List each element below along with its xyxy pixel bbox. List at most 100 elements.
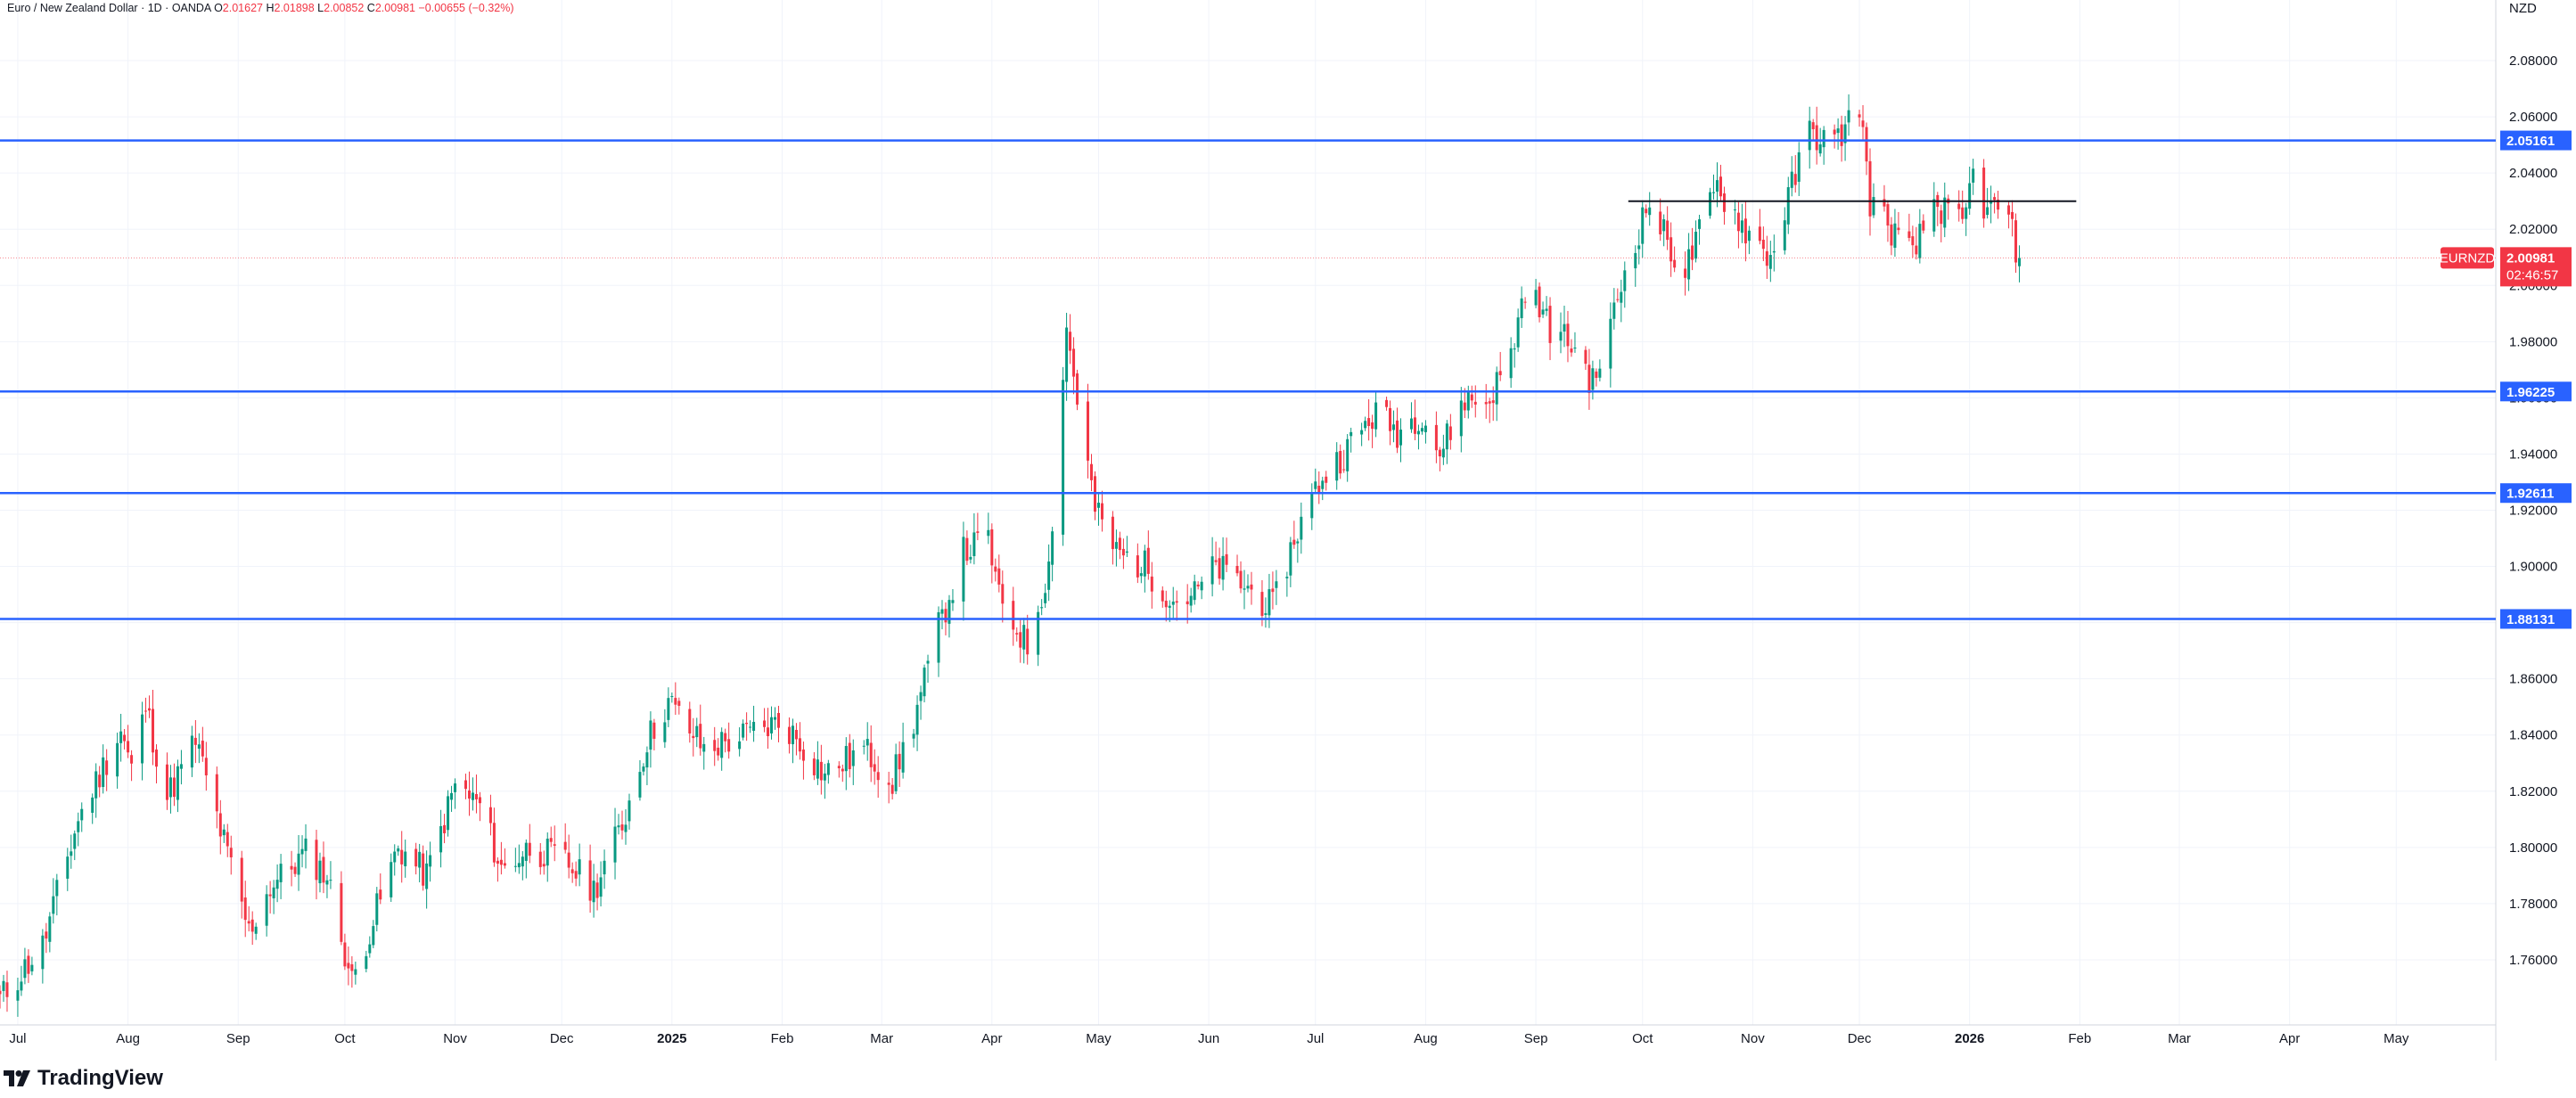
time-axis[interactable]: Jul Aug Sep Oct Nov Dec 2025 Feb Mar Apr May Jun Jul… — [9, 1031, 2409, 1046]
candle-body — [837, 766, 841, 769]
price-tag-price: 2.00981 — [2506, 250, 2555, 266]
candle-body — [1342, 469, 1346, 471]
candle-body — [2011, 211, 2014, 219]
candle-body — [322, 856, 325, 883]
candle-body — [1235, 565, 1239, 574]
candle-body — [1275, 581, 1278, 588]
candle-body — [770, 717, 774, 733]
candle-body — [1267, 589, 1271, 616]
candle-body — [1314, 481, 1317, 489]
time-tick-label: Sep — [226, 1031, 250, 1046]
candle-body — [1747, 230, 1751, 242]
horizontal-line-label-bg — [2500, 609, 2572, 629]
candle-body — [414, 848, 418, 867]
candle-body — [1221, 555, 1225, 580]
candle-body — [1868, 160, 1872, 217]
candle-body — [801, 750, 805, 761]
candle-body — [1150, 576, 1153, 592]
candle-body — [851, 750, 855, 766]
candle-body — [1772, 250, 1776, 253]
candle-body — [45, 931, 48, 939]
candle-body — [688, 709, 692, 733]
candle-body — [1441, 448, 1445, 458]
candle-body — [720, 732, 724, 758]
candle-body — [492, 823, 496, 863]
candle-body — [1765, 250, 1768, 266]
candle-body — [745, 722, 749, 725]
candle-body — [496, 860, 499, 864]
close-value: 2.00981 — [375, 2, 415, 14]
candle-body — [873, 764, 876, 772]
candle-body — [315, 840, 318, 881]
candle-body — [297, 853, 300, 875]
candle-body — [1498, 371, 1502, 375]
candle-body — [1786, 187, 1790, 225]
candle-body — [1385, 399, 1389, 407]
candle-body — [1445, 423, 1448, 450]
horizontal-lines-layer[interactable] — [0, 139, 2496, 620]
candle-body — [1513, 348, 1516, 350]
candle-body — [940, 609, 944, 614]
candle-body — [692, 735, 695, 739]
candle-body — [912, 733, 915, 739]
candle-body — [1733, 209, 1736, 211]
time-tick-label: May — [2383, 1031, 2409, 1046]
candle-body — [667, 698, 670, 720]
candle-body — [990, 529, 994, 566]
candle-body — [197, 744, 201, 750]
candle-body — [304, 838, 308, 851]
candle-body — [1364, 421, 1367, 429]
candle-body — [467, 790, 471, 799]
candle-body — [1310, 493, 1314, 519]
time-tick-label: Mar — [870, 1031, 893, 1046]
candle-body — [1114, 542, 1118, 549]
candle-body — [1047, 561, 1051, 590]
candle-body — [94, 771, 98, 799]
candle-body — [624, 824, 628, 832]
candle-body — [578, 859, 581, 875]
interval: 1D — [148, 2, 162, 14]
source: OANDA — [172, 2, 212, 14]
candle-body — [218, 813, 222, 837]
candle-body — [1968, 183, 1972, 209]
candle-body — [247, 921, 250, 924]
candle-body — [1797, 152, 1801, 182]
candle-body — [478, 797, 481, 804]
open-label: O — [214, 2, 223, 14]
candle-body — [275, 880, 279, 889]
price-tick-label: 1.94000 — [2509, 447, 2557, 462]
candle-body — [819, 761, 823, 781]
candle-body — [1335, 452, 1339, 481]
horizontal-line-label-bg — [2500, 483, 2572, 504]
candle-body — [1534, 290, 1538, 306]
candle-body — [1715, 180, 1719, 193]
time-tick-label: 2026 — [1955, 1031, 1984, 1046]
candle-body — [823, 773, 826, 781]
candle-body — [1997, 200, 2000, 210]
candle-body — [1761, 239, 1765, 250]
candle-body — [1570, 348, 1573, 353]
candle-body — [923, 668, 926, 697]
candle-body — [1698, 219, 1702, 229]
candle-body — [152, 709, 155, 753]
time-tick-label: Nov — [1741, 1031, 1765, 1046]
candle-body — [1022, 625, 1026, 650]
candle-body — [1260, 592, 1264, 617]
price-tick-label: 1.90000 — [2509, 560, 2557, 575]
time-tick-label: Dec — [1848, 1031, 1872, 1046]
candle-body — [148, 708, 152, 711]
candle-body — [474, 793, 478, 799]
candle-body — [1495, 372, 1498, 405]
candle-body — [570, 869, 574, 873]
candle-body — [713, 740, 717, 751]
candle-body — [290, 865, 293, 870]
candle-body — [1463, 402, 1466, 411]
candle-body — [1986, 207, 1989, 216]
price-axis[interactable]: 1.76000 1.78000 1.80000 1.82000 1.84000 1.860… — [2509, 53, 2557, 968]
candle-body — [5, 982, 9, 997]
candle-body — [1982, 168, 1986, 219]
time-tick-label: Feb — [771, 1031, 794, 1046]
candle-body — [1865, 127, 1868, 162]
tradingview-logo[interactable]: TradingView — [4, 1066, 163, 1091]
